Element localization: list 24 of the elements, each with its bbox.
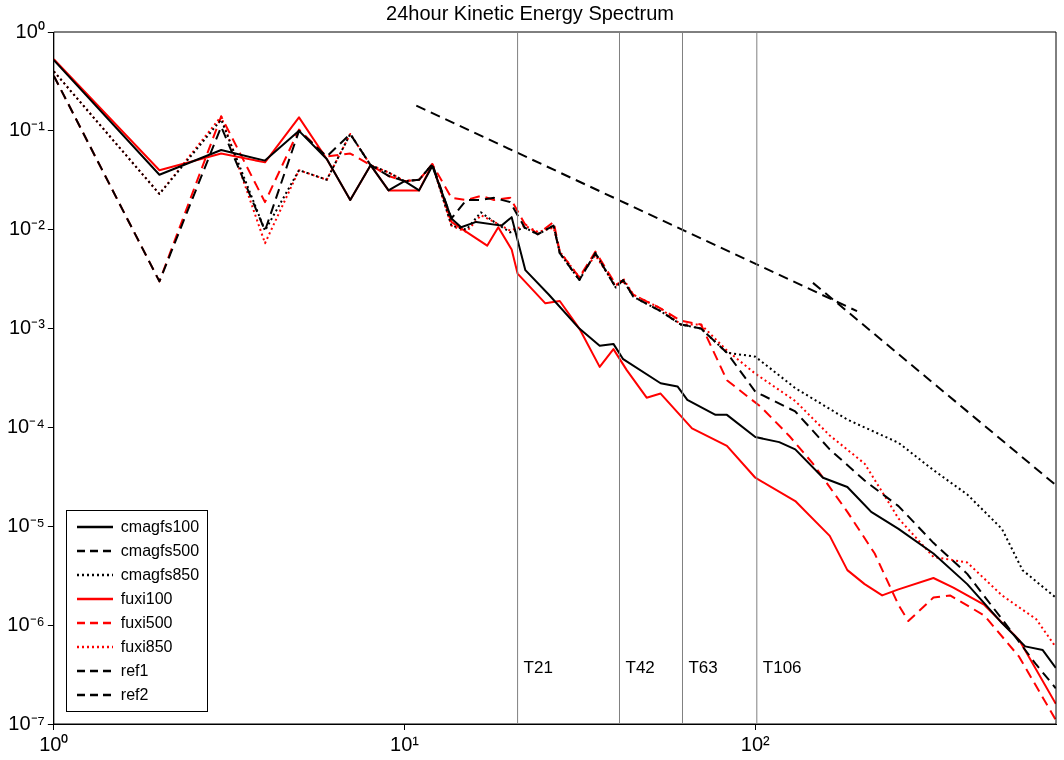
legend-label: fuxi850 [120,638,173,656]
legend-label: ref1 [120,662,149,680]
ref-line-label: T21 [523,657,553,677]
legend-label: cmagfs100 [120,518,200,536]
x-tick-label: 10¹ [390,732,420,755]
y-tick-label: 10⁻¹ [8,118,46,141]
legend-label: cmagfs850 [120,566,200,584]
y-tick-label: 10⁻⁶ [7,612,45,635]
y-tick-label: 10⁻⁵ [7,513,45,536]
legend-label: fuxi100 [120,590,173,608]
ref-line-label: T63 [688,657,718,677]
y-tick-label: 10⁻⁷ [8,711,45,734]
x-tick-label: 10⁰ [39,732,69,755]
ref-line-label: T106 [762,657,802,677]
y-tick-label: 10⁻³ [8,316,46,339]
ref-line-label: T42 [625,657,655,677]
legend-label: ref2 [120,686,149,704]
legend-label: cmagfs500 [120,542,200,560]
y-tick-label: 10⁻² [8,217,46,240]
legend-label: fuxi500 [120,614,173,632]
x-tick-label: 10² [740,732,771,755]
y-tick-label: 10⁰ [15,19,45,42]
y-tick-label: 10⁻⁴ [7,414,45,437]
chart-title: 24hour Kinetic Energy Spectrum [386,1,674,24]
